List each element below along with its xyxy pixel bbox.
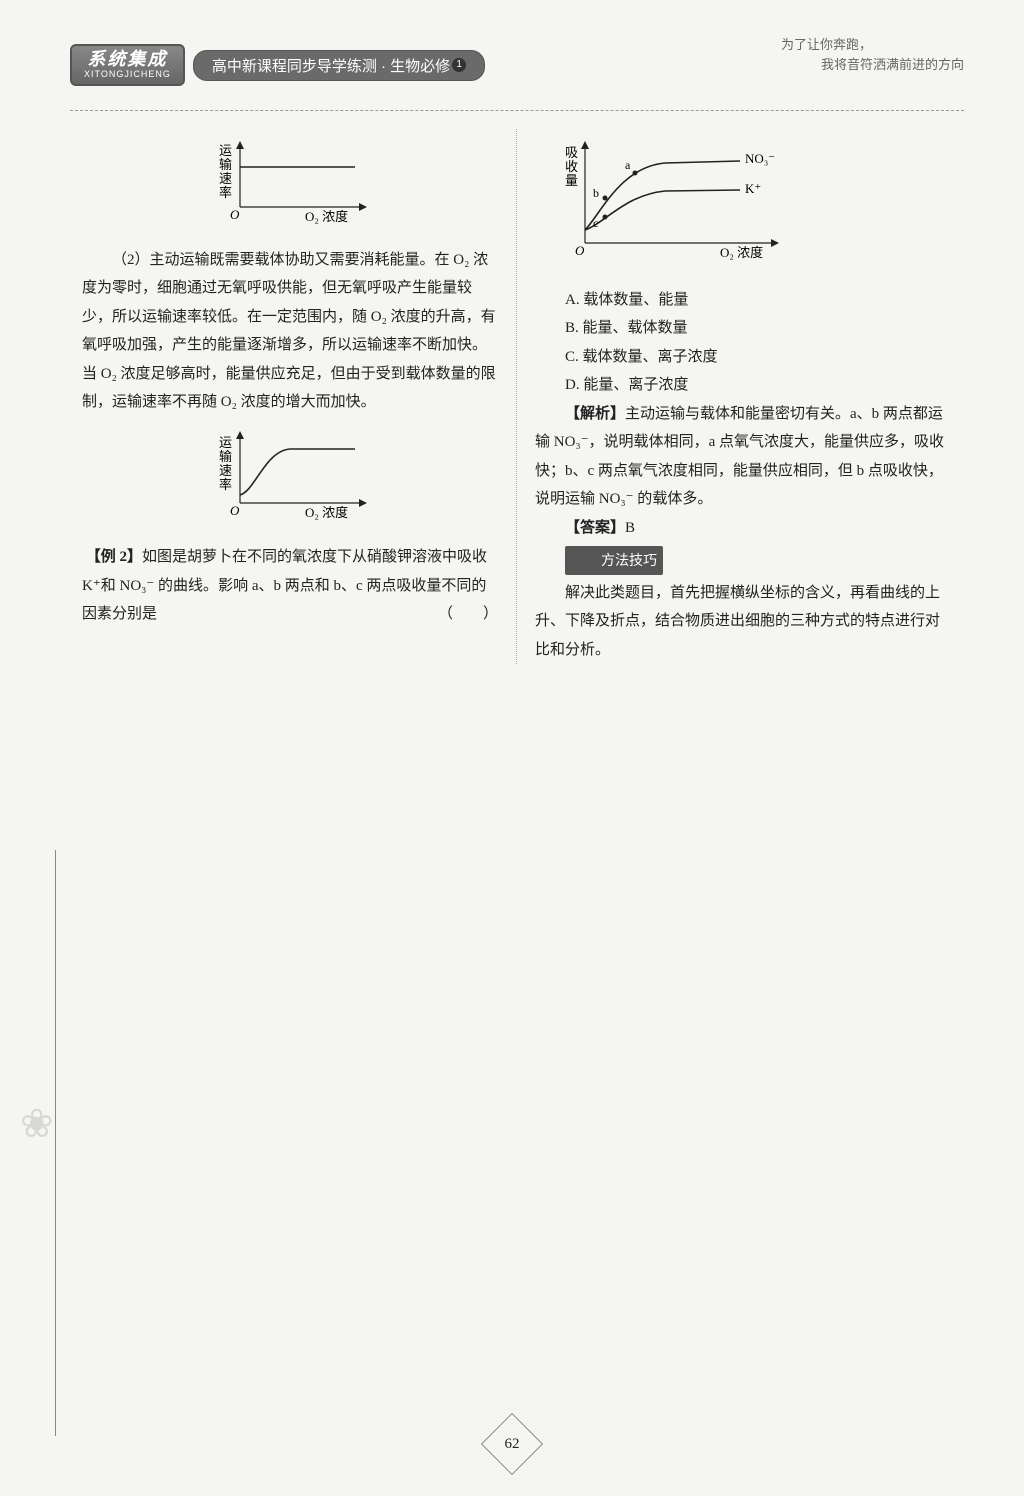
chart-1-svg: 运 输 速 率 O O₂ 浓度 bbox=[205, 135, 375, 225]
chart3-curve-k bbox=[585, 190, 740, 230]
chart3-label-a: a bbox=[625, 158, 631, 172]
chart3-yl3: 量 bbox=[565, 173, 578, 188]
chart1-ylabel-3: 速 bbox=[219, 171, 232, 186]
chart3-curve2-label: K⁺ bbox=[745, 181, 761, 196]
answer-label: 【答案】 bbox=[565, 520, 625, 536]
left-column: 运 输 速 率 O O₂ 浓度 （2）主动运输既需要载体协助又需要消耗能量。在 … bbox=[70, 129, 517, 664]
chart-2-svg: 运 输 速 率 O O₂ 浓度 bbox=[205, 423, 375, 523]
chart2-xarrow bbox=[359, 499, 367, 507]
option-d: D. 能量、离子浓度 bbox=[553, 371, 952, 400]
chart-3-svg: 吸 收 量 a b c bbox=[555, 135, 795, 265]
chart3-yl2: 收 bbox=[565, 159, 578, 174]
chart3-point-b bbox=[603, 196, 608, 201]
title-bar: 高中新课程同步导学练测 · 生物必修 1 bbox=[193, 50, 485, 81]
chart3-yl1: 吸 bbox=[565, 145, 578, 160]
chart2-curve bbox=[240, 449, 355, 495]
chart1-xarrow bbox=[359, 203, 367, 211]
chart3-curve-no3 bbox=[585, 161, 740, 230]
chart-2: 运 输 速 率 O O₂ 浓度 bbox=[82, 423, 498, 534]
answer-options: A. 载体数量、能量 B. 能量、载体数量 C. 载体数量、离子浓度 D. 能量… bbox=[535, 286, 952, 400]
chart3-yarrow bbox=[581, 141, 589, 149]
chart3-xlabel: O₂ 浓度 bbox=[720, 245, 763, 260]
method-tag: 方法技巧 bbox=[565, 546, 663, 575]
header-motto: 为了让你奔跑， 我将音符洒满前进的方向 bbox=[781, 35, 964, 74]
option-c: C. 载体数量、离子浓度 bbox=[553, 343, 952, 372]
chart1-ylabel-1: 运 bbox=[219, 143, 232, 158]
chart1-yarrow bbox=[236, 141, 244, 149]
right-column: 吸 收 量 a b c bbox=[517, 129, 964, 664]
logo-chinese: 系统集成 bbox=[84, 50, 171, 70]
chart2-yl4: 率 bbox=[219, 477, 232, 492]
answer-value: B bbox=[625, 520, 635, 536]
left-paragraph-1: （2）主动运输既需要载体协助又需要消耗能量。在 O₂ 浓度为零时，细胞通过无氧呼… bbox=[82, 246, 498, 417]
example-label: 【例 2】 bbox=[86, 549, 142, 565]
motto-line1: 为了让你奔跑， bbox=[781, 35, 964, 55]
method-block: 方法技巧 bbox=[535, 542, 952, 579]
analysis-block: 【解析】主动运输与载体和能量密切有关。a、b 两点都运输 NO₃⁻，说明载体相同… bbox=[535, 400, 952, 514]
chart3-xarrow bbox=[771, 239, 779, 247]
chart2-origin: O bbox=[230, 503, 240, 518]
chart-3: 吸 收 量 a b c bbox=[555, 135, 952, 276]
left-margin-rule bbox=[55, 850, 56, 1436]
header-divider bbox=[70, 110, 964, 111]
series-logo: 系统集成 XITONGJICHENG bbox=[70, 44, 185, 86]
option-a: A. 载体数量、能量 bbox=[553, 286, 952, 315]
example-2: 【例 2】如图是胡萝卜在不同的氧浓度下从硝酸钾溶液中吸收 K⁺和 NO₃⁻ 的曲… bbox=[82, 543, 498, 629]
chart2-yl1: 运 bbox=[219, 435, 232, 450]
chart3-curve1-label: NO₃⁻ bbox=[745, 151, 775, 166]
chart3-point-c bbox=[603, 215, 608, 220]
chart1-ylabel-4: 率 bbox=[219, 185, 232, 200]
chart3-label-b: b bbox=[593, 186, 599, 200]
chart1-origin: O bbox=[230, 207, 240, 222]
chart2-xlabel: O₂ 浓度 bbox=[305, 505, 348, 520]
chart3-origin: O bbox=[575, 243, 585, 258]
example-text: 如图是胡萝卜在不同的氧浓度下从硝酸钾溶液中吸收 K⁺和 NO₃⁻ 的曲线。影响 … bbox=[82, 549, 487, 622]
analysis-label: 【解析】 bbox=[565, 406, 625, 422]
chart3-point-a bbox=[633, 171, 638, 176]
answer-paren: （ ） bbox=[438, 600, 498, 629]
answer-block: 【答案】B bbox=[535, 514, 952, 543]
motto-line2: 我将音符洒满前进的方向 bbox=[781, 55, 964, 75]
chart1-ylabel-2: 输 bbox=[219, 157, 232, 172]
page-number: 62 bbox=[505, 1436, 520, 1453]
page-number-badge: 62 bbox=[481, 1413, 543, 1475]
title-text: 高中新课程同步导学练测 · 生物必修 bbox=[212, 55, 450, 76]
chart2-yarrow bbox=[236, 431, 244, 439]
flower-decoration: ❀ bbox=[20, 1100, 54, 1147]
content-columns: 运 输 速 率 O O₂ 浓度 （2）主动运输既需要载体协助又需要消耗能量。在 … bbox=[70, 129, 964, 664]
title-volume-number: 1 bbox=[452, 58, 466, 72]
chart-1: 运 输 速 率 O O₂ 浓度 bbox=[82, 135, 498, 236]
page: 系统集成 XITONGJICHENG 高中新课程同步导学练测 · 生物必修 1 … bbox=[0, 0, 1024, 1496]
method-text: 解决此类题目，首先把握横纵坐标的含义，再看曲线的上升、下降及折点，结合物质进出细… bbox=[535, 579, 952, 665]
option-b: B. 能量、载体数量 bbox=[553, 314, 952, 343]
chart2-yl3: 速 bbox=[219, 463, 232, 478]
chart3-label-c: c bbox=[593, 216, 598, 230]
chart2-yl2: 输 bbox=[219, 449, 232, 464]
chart1-xlabel: O₂ 浓度 bbox=[305, 209, 348, 224]
logo-pinyin: XITONGJICHENG bbox=[84, 70, 171, 80]
